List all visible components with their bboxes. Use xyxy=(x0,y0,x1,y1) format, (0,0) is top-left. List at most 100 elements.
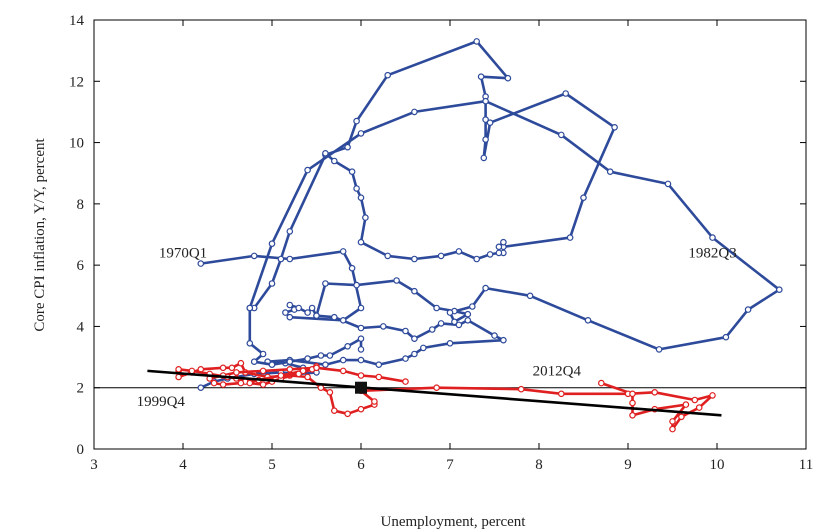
data-point xyxy=(268,280,276,287)
data-point xyxy=(246,304,254,312)
series-4 xyxy=(246,304,365,369)
data-point xyxy=(357,194,365,202)
data-point xyxy=(500,336,507,344)
data-point xyxy=(353,185,360,192)
data-point xyxy=(326,352,334,359)
data-point xyxy=(357,372,365,379)
data-point xyxy=(709,392,716,399)
x-tick-label: 4 xyxy=(179,457,187,473)
data-point xyxy=(402,378,409,385)
y-axis-title: Core CPI inflation, Y/Y, percent xyxy=(32,138,48,332)
data-point xyxy=(411,255,418,263)
data-point xyxy=(557,131,565,139)
data-point xyxy=(357,335,365,343)
data-point xyxy=(219,364,227,372)
series-line xyxy=(248,99,781,351)
data-point xyxy=(557,390,565,398)
series-line xyxy=(253,40,616,309)
data-point xyxy=(393,277,400,284)
data-point xyxy=(219,381,227,388)
data-point xyxy=(379,323,387,330)
data-point xyxy=(268,240,276,248)
data-point xyxy=(317,384,325,392)
target-marker xyxy=(355,381,367,394)
x-tick-label: 11 xyxy=(799,457,813,473)
fit-line xyxy=(147,369,722,417)
data-point xyxy=(304,166,311,174)
data-point xyxy=(629,411,636,419)
data-point xyxy=(286,301,294,309)
data-point xyxy=(651,388,659,396)
data-point xyxy=(669,425,676,433)
data-point xyxy=(357,238,365,246)
annotation-label: 1970Q1 xyxy=(159,245,207,261)
data-point xyxy=(308,304,316,312)
data-point xyxy=(357,356,365,364)
data-point xyxy=(286,228,294,235)
data-point xyxy=(482,136,489,143)
data-point xyxy=(295,370,303,378)
data-point xyxy=(348,264,356,272)
data-point xyxy=(339,356,347,364)
annotation-label: 1999Q4 xyxy=(137,394,186,410)
data-point xyxy=(629,390,636,398)
data-point xyxy=(744,306,752,313)
data-point xyxy=(317,352,325,359)
data-point xyxy=(286,358,294,366)
data-point xyxy=(500,238,507,246)
data-point xyxy=(491,332,498,339)
data-point xyxy=(237,359,245,367)
data-point xyxy=(669,418,676,425)
data-point xyxy=(473,255,481,263)
data-point xyxy=(175,365,182,373)
data-point xyxy=(357,324,365,332)
data-point xyxy=(486,119,494,127)
axes: 3 4 5 6 7 8 9 10 11 0 2 4 6 8 10 12 14 xyxy=(69,13,813,473)
y-tick-label: 0 xyxy=(77,442,85,458)
data-point xyxy=(722,333,730,341)
data-point xyxy=(566,234,574,241)
data-point xyxy=(402,327,409,335)
series-2 xyxy=(250,38,618,312)
annotation-label: 1982Q3 xyxy=(688,245,736,261)
data-point xyxy=(655,346,663,353)
data-point xyxy=(259,381,267,388)
data-point xyxy=(268,361,276,369)
data-point xyxy=(228,364,236,372)
data-point xyxy=(246,339,254,347)
data-point xyxy=(322,150,329,157)
data-point xyxy=(562,90,570,97)
data-point xyxy=(233,369,240,376)
data-point xyxy=(504,74,512,82)
data-point xyxy=(375,361,383,369)
data-point xyxy=(210,379,218,387)
fit-layer xyxy=(147,369,722,417)
data-point xyxy=(606,168,614,176)
data-point xyxy=(197,384,205,392)
series-3 xyxy=(246,97,783,353)
data-point xyxy=(428,326,436,333)
data-point xyxy=(362,214,369,221)
data-point xyxy=(353,281,360,289)
data-point xyxy=(197,260,205,267)
data-point xyxy=(246,379,254,387)
data-point xyxy=(384,252,392,260)
x-tick-label: 8 xyxy=(535,457,543,473)
data-point xyxy=(411,335,418,343)
data-point xyxy=(326,388,334,396)
series-6 xyxy=(175,362,409,388)
data-point xyxy=(357,346,365,353)
data-point xyxy=(175,373,182,381)
data-point xyxy=(580,194,587,202)
data-point xyxy=(250,358,258,366)
data-point xyxy=(446,309,454,316)
x-tick-label: 3 xyxy=(90,457,98,473)
data-point xyxy=(330,313,338,321)
data-point xyxy=(259,367,267,375)
data-point xyxy=(371,398,378,405)
data-point xyxy=(250,252,258,260)
data-point xyxy=(357,130,365,137)
data-point xyxy=(419,344,427,352)
data-point xyxy=(344,143,351,151)
data-point xyxy=(482,284,489,292)
